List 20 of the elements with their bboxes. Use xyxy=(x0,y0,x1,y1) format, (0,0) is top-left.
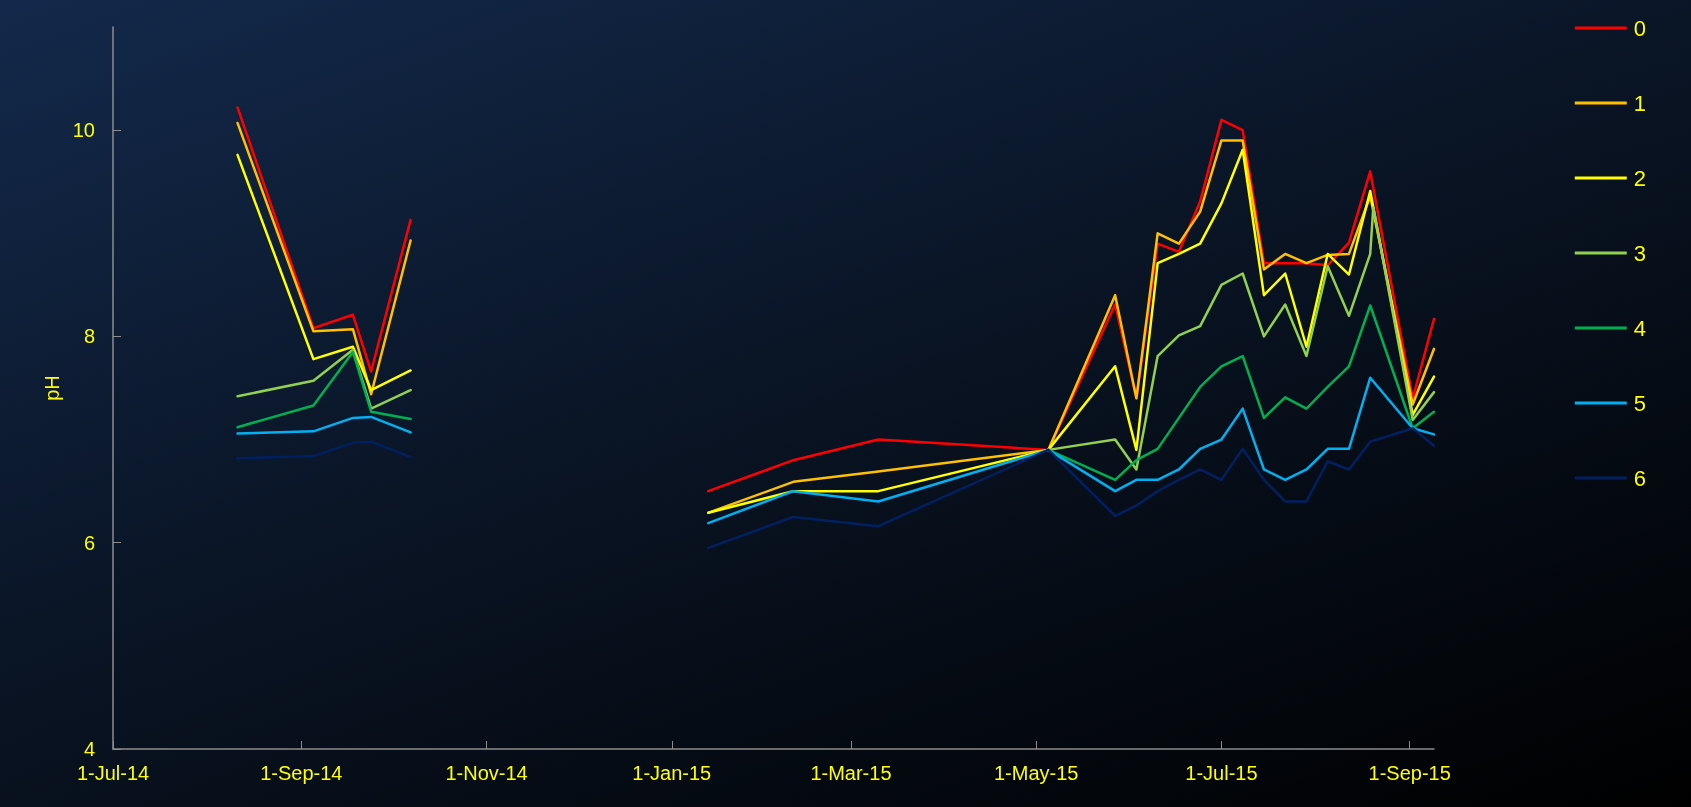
y-tick-label: 4 xyxy=(83,738,95,760)
legend-label: 4 xyxy=(1633,315,1647,341)
x-tick-label: 1-Mar-15 xyxy=(810,762,892,784)
x-tick-label: 1-Sep-14 xyxy=(260,762,343,784)
x-tick-label: 1-Jul-14 xyxy=(76,762,150,784)
legend-label: 5 xyxy=(1633,390,1647,416)
y-axis-title: pH xyxy=(40,375,63,401)
legend-label: 3 xyxy=(1633,240,1647,266)
x-tick-label: 1-Nov-14 xyxy=(445,762,528,784)
legend-label: 2 xyxy=(1633,165,1647,191)
legend-label: 0 xyxy=(1633,15,1647,41)
x-tick-label: 1-Sep-15 xyxy=(1368,762,1451,784)
legend-label: 1 xyxy=(1633,90,1647,116)
x-tick-label: 1-Jan-15 xyxy=(632,762,712,784)
x-tick-label: 1-Jul-15 xyxy=(1185,762,1258,784)
y-tick-label: 6 xyxy=(83,531,95,554)
y-tick-label: 8 xyxy=(83,325,95,348)
y-tick-label: 10 xyxy=(72,119,95,142)
legend-label: 6 xyxy=(1633,465,1647,491)
x-tick-label: 1-May-15 xyxy=(993,762,1079,784)
